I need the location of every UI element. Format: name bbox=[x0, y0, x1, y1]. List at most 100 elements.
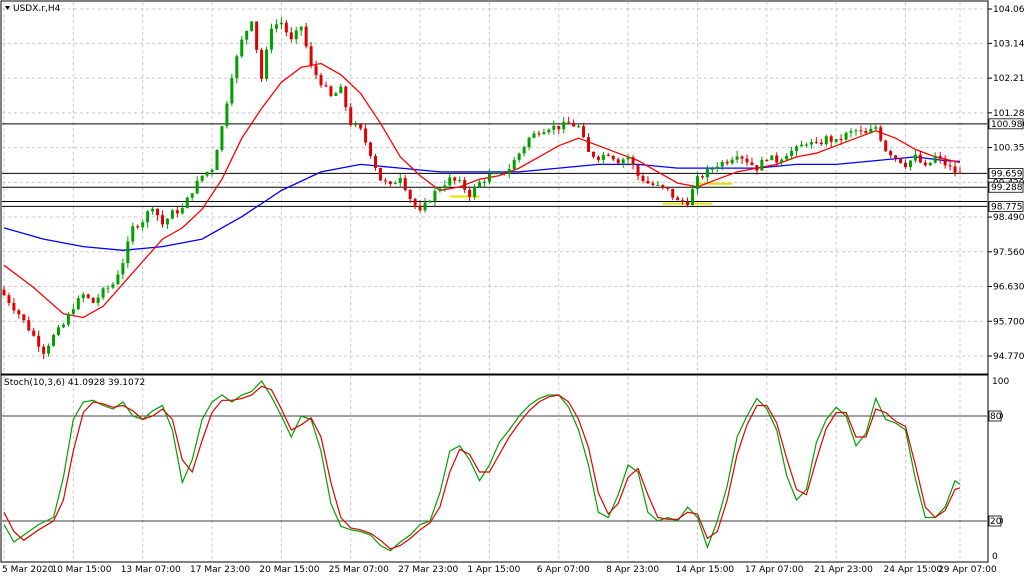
candle-body bbox=[284, 22, 288, 33]
candle-body bbox=[274, 24, 278, 29]
candle-body bbox=[175, 210, 179, 214]
candle-body bbox=[7, 295, 11, 304]
candle-body bbox=[522, 146, 526, 154]
candle-body bbox=[403, 178, 407, 190]
candle-body bbox=[408, 189, 412, 200]
candle-body bbox=[943, 158, 947, 166]
candle-body bbox=[47, 345, 51, 354]
candle-body bbox=[646, 180, 650, 184]
price-tick-label: 103.140 bbox=[993, 39, 1024, 49]
candle-body bbox=[591, 151, 595, 157]
candle-body bbox=[458, 179, 462, 181]
candle-body bbox=[889, 151, 893, 156]
candle-body bbox=[190, 193, 194, 198]
candle-body bbox=[116, 274, 120, 285]
candle-body bbox=[413, 199, 417, 206]
candle-body bbox=[799, 144, 803, 147]
stoch-tick-label: 100 bbox=[992, 377, 1009, 387]
price-tick-label: 101.280 bbox=[993, 109, 1024, 119]
price-level-box bbox=[988, 118, 1024, 130]
price-level-label: 99.288 bbox=[991, 183, 1023, 193]
candle-body bbox=[735, 156, 739, 160]
candle-body bbox=[482, 181, 486, 183]
candle-body bbox=[586, 137, 590, 152]
time-tick-label: 10 Mar 15:00 bbox=[51, 565, 111, 575]
stoch-level-box bbox=[988, 410, 1002, 422]
candle-body bbox=[111, 284, 115, 288]
candle-body bbox=[844, 132, 848, 140]
stoch-level-box bbox=[988, 515, 1002, 527]
candle-body bbox=[225, 103, 229, 127]
candle-body bbox=[245, 30, 249, 40]
candle-body bbox=[433, 190, 437, 201]
candle-body bbox=[740, 156, 744, 159]
candle-body bbox=[795, 146, 799, 151]
price-candles[interactable] bbox=[2, 17, 962, 360]
candle-body bbox=[958, 172, 962, 174]
candle-body bbox=[864, 130, 868, 134]
candle-body bbox=[121, 263, 125, 275]
price-tick-label: 95.700 bbox=[993, 317, 1024, 327]
candle-body bbox=[616, 159, 620, 164]
candle-body bbox=[809, 142, 813, 145]
price-tick-label: 98.490 bbox=[993, 213, 1024, 223]
candle-body bbox=[200, 175, 204, 181]
candle-body bbox=[700, 176, 704, 178]
candle-body bbox=[552, 125, 556, 130]
candle-body bbox=[908, 160, 912, 168]
candle-body bbox=[745, 158, 749, 163]
candle-body bbox=[334, 93, 338, 96]
candle-body bbox=[52, 335, 56, 346]
candle-body bbox=[2, 289, 6, 296]
stoch-signal-line bbox=[3, 385, 961, 550]
time-tick-label: 25 Mar 07:00 bbox=[329, 565, 389, 575]
candle-body bbox=[567, 121, 571, 123]
candle-body bbox=[527, 137, 531, 147]
price-tick-label: 104.060 bbox=[993, 5, 1024, 15]
candle-body bbox=[849, 131, 853, 133]
candle-body bbox=[780, 159, 784, 163]
candle-body bbox=[681, 200, 685, 202]
candle-body bbox=[502, 172, 506, 174]
candle-body bbox=[349, 107, 353, 126]
candle-body bbox=[790, 150, 794, 156]
candle-body bbox=[928, 162, 932, 166]
dropdown-triangle-icon[interactable] bbox=[5, 6, 10, 10]
price-tick-label: 100.350 bbox=[993, 144, 1024, 154]
time-tick-label: 8 Apr 23:00 bbox=[606, 565, 659, 575]
candle-body bbox=[720, 161, 724, 167]
candle-body bbox=[656, 184, 660, 186]
candle-body bbox=[676, 197, 680, 201]
price-tick-label: 96.630 bbox=[993, 283, 1024, 293]
candle-body bbox=[854, 130, 858, 132]
time-tick-label: 17 Mar 23:00 bbox=[190, 565, 250, 575]
candle-body bbox=[804, 144, 808, 146]
candle-body bbox=[918, 154, 922, 163]
candle-body bbox=[383, 180, 387, 182]
stochastic-lines bbox=[2, 380, 987, 552]
candle-body bbox=[255, 21, 259, 50]
candle-body bbox=[161, 215, 165, 225]
candle-body bbox=[165, 218, 169, 225]
price-tick-label: 102.210 bbox=[993, 74, 1024, 84]
time-tick-label: 21 Apr 23:00 bbox=[814, 565, 873, 575]
candle-body bbox=[156, 208, 160, 216]
candle-body bbox=[12, 303, 16, 311]
candle-body bbox=[750, 162, 754, 166]
candle-body bbox=[869, 128, 873, 134]
candle-body bbox=[344, 86, 348, 108]
candle-body bbox=[141, 222, 145, 228]
candle-body bbox=[542, 132, 546, 135]
candle-body bbox=[215, 150, 219, 170]
candle-body bbox=[839, 138, 843, 140]
candle-body bbox=[324, 85, 328, 87]
candle-body bbox=[22, 314, 26, 321]
candle-body bbox=[438, 188, 442, 191]
candle-body bbox=[641, 175, 645, 181]
symbol-label: USDX.r,H4 bbox=[13, 4, 61, 14]
candle-body bbox=[398, 178, 402, 184]
candle-body bbox=[507, 169, 511, 174]
